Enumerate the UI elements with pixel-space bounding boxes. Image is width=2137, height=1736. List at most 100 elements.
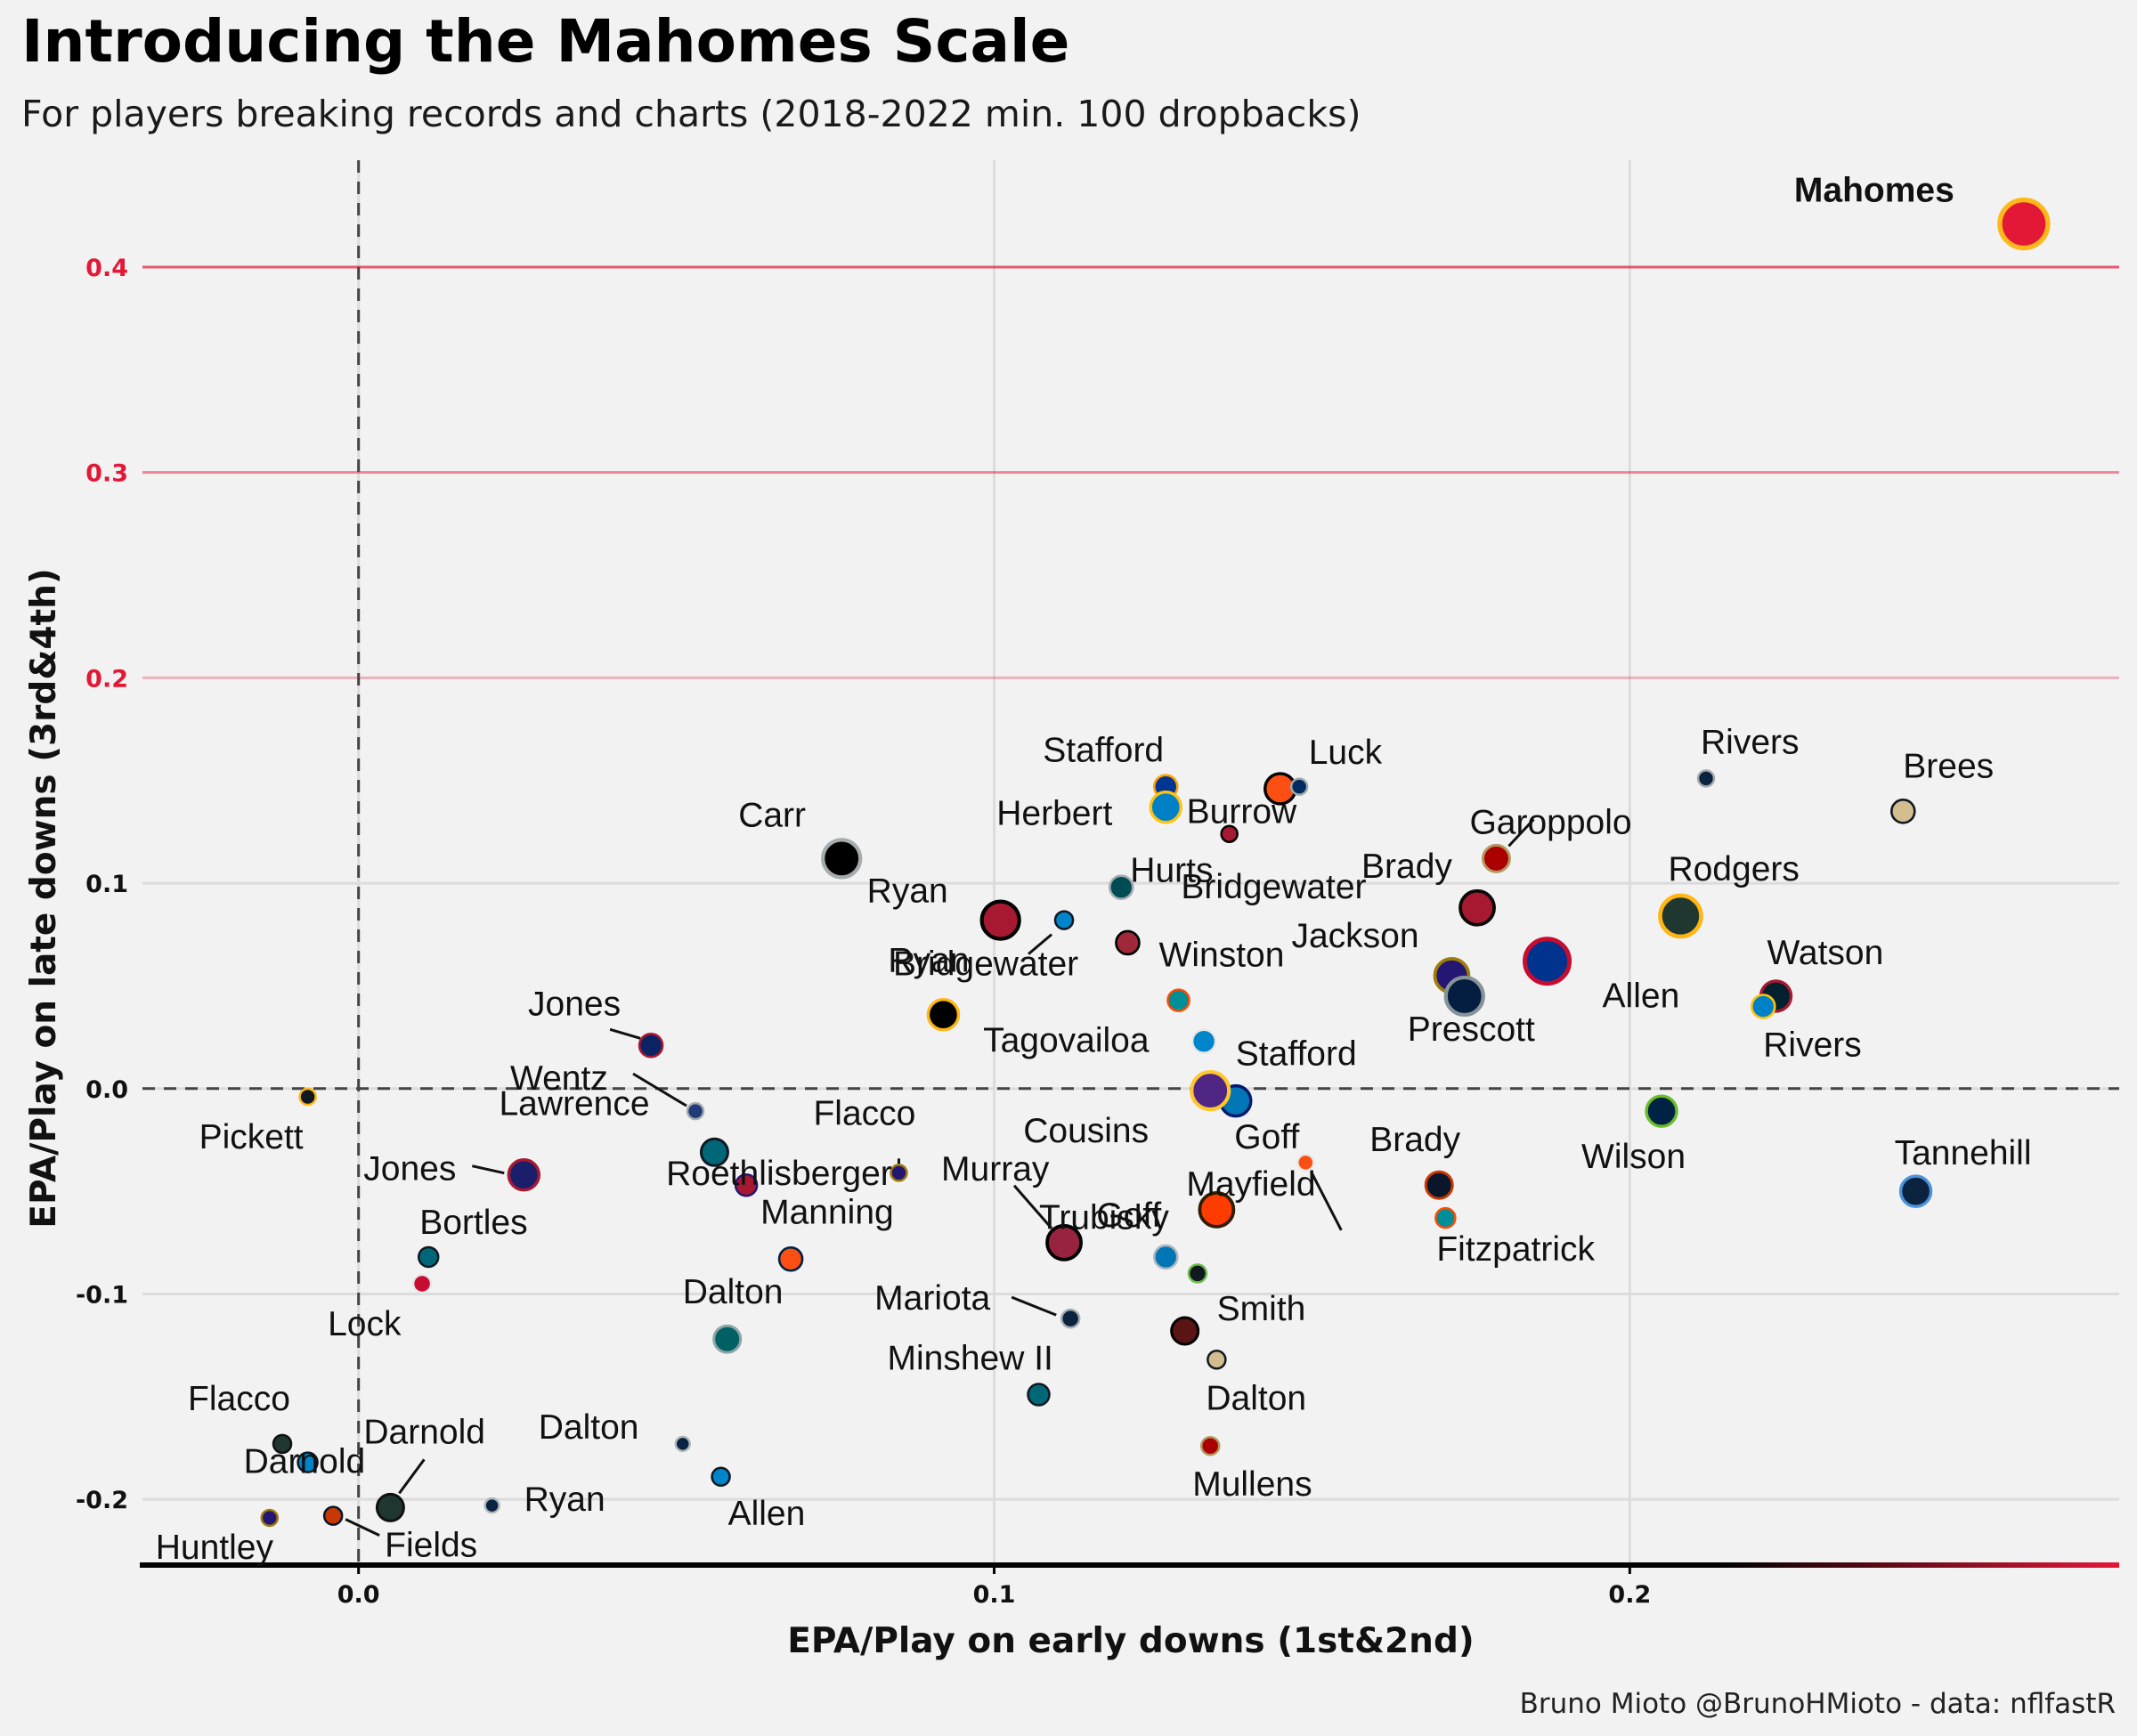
point-darnold bbox=[297, 1451, 319, 1473]
point-lawrence bbox=[699, 1137, 729, 1167]
label-dalton: Dalton bbox=[683, 1273, 784, 1311]
point-fitzpatrick bbox=[1434, 1206, 1457, 1229]
point-tagovailoa bbox=[1190, 1028, 1217, 1055]
point-burrow bbox=[1220, 824, 1239, 843]
point-rodgers bbox=[1658, 893, 1703, 939]
y-tick-label: 0.0 bbox=[85, 1076, 128, 1104]
y-tick-label: 0.2 bbox=[85, 665, 128, 693]
label-fitzpatrick: Fitzpatrick bbox=[1436, 1230, 1595, 1269]
leader-line bbox=[1028, 933, 1053, 955]
point-garoppolo bbox=[1481, 843, 1511, 873]
label-minshew-ii: Minshew II bbox=[887, 1340, 1052, 1378]
label-stafford: Stafford bbox=[1043, 732, 1164, 770]
point-trubisky bbox=[1187, 1263, 1208, 1284]
label-ryan: Ryan bbox=[867, 872, 948, 911]
label-brees: Brees bbox=[1903, 747, 1994, 785]
label-dalton: Dalton bbox=[539, 1408, 639, 1447]
point-bortles bbox=[417, 1245, 440, 1269]
point-fields bbox=[322, 1505, 344, 1526]
data-points bbox=[260, 197, 2051, 1528]
point-ryan bbox=[979, 899, 1021, 941]
point-mayfield bbox=[1198, 1190, 1236, 1229]
label-darnold: Darnold bbox=[244, 1443, 366, 1481]
point-prescott bbox=[1443, 975, 1485, 1018]
point-smith bbox=[1170, 1316, 1200, 1346]
point-lock bbox=[411, 1273, 433, 1294]
axes bbox=[140, 160, 2119, 1568]
point-darnold bbox=[375, 1492, 405, 1522]
label-allen: Allen bbox=[1603, 978, 1680, 1016]
label-herbert: Herbert bbox=[996, 795, 1112, 833]
point-allen bbox=[711, 1466, 731, 1488]
point-herbert bbox=[1149, 791, 1182, 824]
label-smith: Smith bbox=[1217, 1290, 1306, 1328]
label-stafford: Stafford bbox=[1236, 1035, 1357, 1074]
label-brady: Brady bbox=[1369, 1121, 1460, 1159]
point-brees bbox=[1889, 799, 1916, 824]
point-labels: Mahomes Brees Rivers Rodgers Watson Rivers Tan… bbox=[156, 172, 2032, 1567]
label-brady: Brady bbox=[1361, 848, 1452, 886]
y-tick-label: -0.1 bbox=[76, 1281, 128, 1309]
point-brady bbox=[1424, 1170, 1454, 1200]
leader-line bbox=[1309, 1171, 1343, 1231]
point-wilson bbox=[1645, 1094, 1678, 1128]
label-rivers: Rivers bbox=[1701, 723, 1800, 761]
leader-line bbox=[1011, 1295, 1057, 1317]
point-pickett bbox=[298, 1087, 317, 1107]
label-mariota: Mariota bbox=[874, 1279, 990, 1318]
point-flacco bbox=[272, 1433, 293, 1455]
point-dalton bbox=[712, 1324, 743, 1354]
label-prescott: Prescott bbox=[1408, 1010, 1535, 1049]
point-tannehill bbox=[1898, 1174, 1933, 1208]
tick-labels: -0.2 -0.1 0.0 0.1 0.2 0.3 0.4 0.0 0.1 0.2 bbox=[76, 255, 1651, 1609]
y-axis-title: EPA/Play on late downs (3rd&4th) bbox=[24, 568, 64, 1228]
label-hurts: Hurts bbox=[1130, 852, 1213, 890]
label-fields: Fields bbox=[385, 1527, 477, 1565]
label-mullens: Mullens bbox=[1192, 1465, 1312, 1504]
point-goff bbox=[1296, 1153, 1315, 1172]
leader-line bbox=[1507, 818, 1535, 848]
label-murray: Murray bbox=[941, 1150, 1050, 1188]
point-bridgewater bbox=[1115, 929, 1141, 956]
label-carr: Carr bbox=[738, 796, 806, 834]
point-ryan bbox=[483, 1497, 500, 1514]
leader-line bbox=[345, 1518, 380, 1537]
y-tick-label: 0.4 bbox=[85, 255, 128, 282]
label-pickett: Pickett bbox=[199, 1118, 304, 1156]
label-tagovailoa: Tagovailoa bbox=[983, 1022, 1150, 1060]
point-bridgewater bbox=[1053, 910, 1075, 930]
point-allen bbox=[1523, 937, 1572, 986]
point-carr bbox=[821, 838, 863, 880]
label-bridgewater: Bridgewater bbox=[893, 945, 1078, 984]
chart-title: Introducing the Mahomes Scale bbox=[21, 7, 1070, 76]
y-tick-label: 0.3 bbox=[85, 460, 128, 488]
label-rivers: Rivers bbox=[1763, 1026, 1862, 1064]
label-mahomes: Mahomes bbox=[1794, 172, 1954, 210]
label-bortles: Bortles bbox=[419, 1204, 527, 1242]
label-leader-lines bbox=[345, 818, 1535, 1537]
point-dalton bbox=[1207, 1350, 1227, 1370]
label-huntley: Huntley bbox=[156, 1529, 274, 1567]
point-dalton bbox=[674, 1435, 692, 1453]
point-luck bbox=[1289, 777, 1309, 796]
x-tick-label: 0.0 bbox=[337, 1581, 380, 1609]
label-goff: Goff bbox=[1096, 1197, 1161, 1235]
label-luck: Luck bbox=[1309, 734, 1383, 772]
point-ryan bbox=[926, 998, 961, 1032]
point-rivers bbox=[1750, 994, 1776, 1019]
point-winston bbox=[1166, 988, 1190, 1012]
point-jones bbox=[638, 1033, 664, 1059]
y-tick-label: 0.1 bbox=[85, 871, 128, 898]
label-rodgers: Rodgers bbox=[1668, 850, 1799, 888]
label-mayfield: Mayfield bbox=[1186, 1165, 1315, 1204]
label-darnold: Darnold bbox=[363, 1413, 485, 1451]
leader-line bbox=[632, 1072, 687, 1107]
label-trubisky: Trubisky bbox=[1039, 1198, 1169, 1237]
label-flacco: Flacco bbox=[813, 1094, 915, 1132]
leader-line bbox=[398, 1458, 426, 1495]
label-garoppolo: Garoppolo bbox=[1469, 803, 1631, 841]
point-mahomes bbox=[1997, 197, 2051, 251]
chart-subtitle: For players breaking records and charts … bbox=[21, 93, 1361, 135]
label-goff: Goff bbox=[1234, 1118, 1299, 1156]
